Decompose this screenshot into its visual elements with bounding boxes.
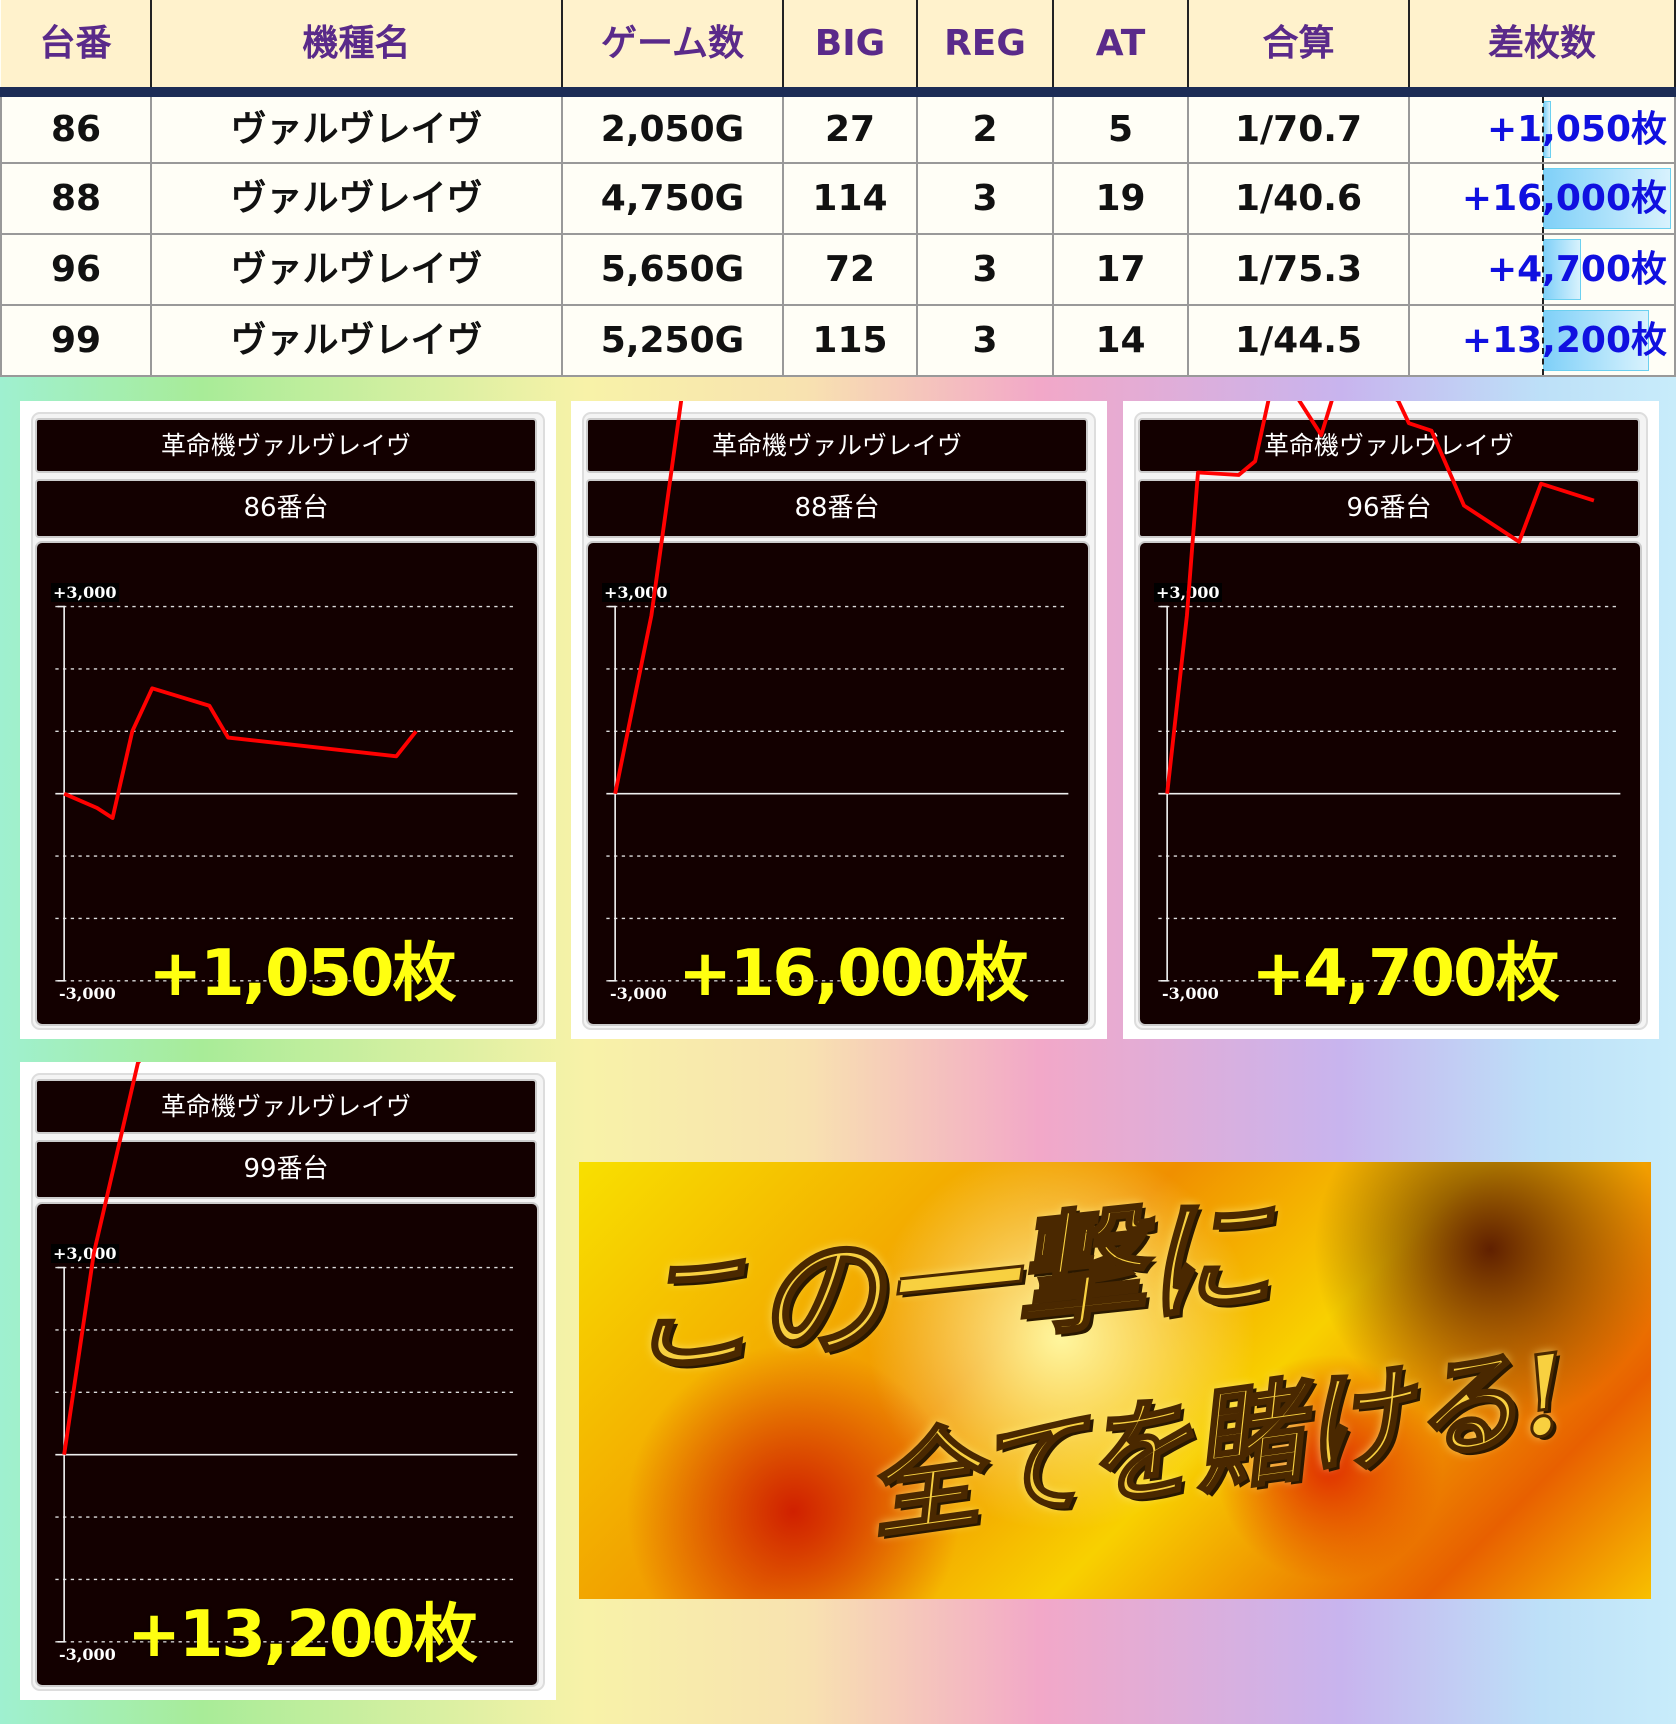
cell-diff: +13,200枚 [1408, 304, 1676, 377]
cell-games: 5,250G [561, 304, 784, 377]
cell-reg: 2 [916, 91, 1054, 164]
diff-data-bar [1543, 239, 1581, 300]
header-at: AT [1053, 0, 1189, 97]
graph-plot [606, 401, 1069, 982]
coin-difference-line [613, 401, 684, 795]
coin-difference-line [63, 686, 418, 820]
coin-difference-line [1165, 401, 1595, 794]
header-reg: REG [917, 0, 1054, 97]
y-tick-bottom: -3,000 [59, 1645, 116, 1664]
header-games: ゲーム数 [562, 0, 784, 97]
cell-no: 86 [0, 91, 152, 164]
cell-no: 88 [0, 162, 152, 235]
y-tick-top: +3,000 [51, 583, 119, 602]
slump-graph-card: 革命機ヴァルヴレイヴ 99番台 +3,000 -3,000 +13,200枚 [20, 1062, 556, 1700]
cell-at: 17 [1052, 233, 1189, 306]
header-model-name: 機種名 [151, 0, 563, 97]
result-coins: +1,050枚 [148, 937, 456, 1011]
axis-divider [1542, 97, 1544, 162]
cell-at: 5 [1052, 91, 1189, 164]
cell-no: 96 [0, 233, 152, 306]
diff-value: +16,000枚 [1461, 177, 1667, 219]
diff-data-bar [1543, 168, 1671, 229]
table-row: 88 ヴァルヴレイヴ 4,750G 114 3 19 1/40.6 +16,000枚 [0, 162, 1676, 235]
cell-diff: +16,000枚 [1408, 162, 1676, 235]
cell-reg: 3 [916, 162, 1054, 235]
graph-title: 革命機ヴァルヴレイヴ [1138, 418, 1640, 473]
axis-divider [1542, 306, 1544, 375]
graph-title: 革命機ヴァルヴレイヴ [35, 418, 537, 473]
cell-big: 115 [782, 304, 918, 377]
banner-image: この一撃に 全てを賭ける! [579, 1162, 1651, 1599]
y-tick-top: +3,000 [51, 1244, 119, 1263]
cell-total: 1/40.6 [1187, 162, 1410, 235]
y-tick-bottom: -3,000 [610, 984, 667, 1003]
header-diff: 差枚数 [1409, 0, 1676, 97]
coin-difference-line [62, 1062, 142, 1455]
y-tick-bottom: -3,000 [1162, 984, 1219, 1003]
cell-games: 5,650G [561, 233, 784, 306]
table-row: 86 ヴァルヴレイヴ 2,050G 27 2 5 1/70.7 +1,050枚 [0, 91, 1676, 164]
graph-plot [55, 605, 518, 982]
diff-value: +4,700枚 [1486, 248, 1667, 290]
cell-games: 2,050G [561, 91, 784, 164]
graph-title: 革命機ヴァルヴレイヴ [35, 1079, 537, 1134]
cell-reg: 3 [916, 233, 1054, 306]
result-coins: +4,700枚 [1251, 937, 1559, 1011]
banner-text-line1: この一撃に [615, 1175, 1280, 1398]
cell-name: ヴァルヴレイヴ [150, 304, 563, 377]
cell-name: ヴァルヴレイヴ [150, 233, 563, 306]
cell-at: 19 [1052, 162, 1189, 235]
result-coins: +16,000枚 [678, 937, 1029, 1011]
header-total: 合算 [1188, 0, 1410, 97]
cell-games: 4,750G [561, 162, 784, 235]
cell-big: 114 [782, 162, 918, 235]
graph-title: 革命機ヴァルヴレイヴ [586, 418, 1088, 473]
graph-panel [1138, 541, 1642, 1026]
cell-total: 1/70.7 [1187, 91, 1410, 164]
cell-reg: 3 [916, 304, 1054, 377]
cell-total: 1/44.5 [1187, 304, 1410, 377]
axis-divider [1542, 235, 1544, 304]
cell-diff: +1,050枚 [1408, 91, 1676, 164]
cell-big: 72 [782, 233, 918, 306]
cell-big: 27 [782, 91, 918, 164]
cell-at: 14 [1052, 304, 1189, 377]
y-tick-bottom: -3,000 [59, 984, 116, 1003]
slump-graph-card: 革命機ヴァルヴレイヴ 88番台 +3,000 -3,000 +16,000枚 [571, 401, 1107, 1039]
graph-panel [35, 1202, 539, 1687]
banner-text-line2: 全てを賭ける! [858, 1327, 1578, 1556]
diff-value: +1,050枚 [1486, 108, 1667, 150]
table-header-row: 台番 機種名 ゲーム数 BIG REG AT 合算 差枚数 [1, 0, 1676, 97]
slump-graph-card: 革命機ヴァルヴレイヴ 96番台 +3,000 -3,000 +4,700枚 [1123, 401, 1659, 1039]
cell-name: ヴァルヴレイヴ [150, 91, 563, 164]
cell-name: ヴァルヴレイヴ [150, 162, 563, 235]
cell-diff: +4,700枚 [1408, 233, 1676, 306]
diff-value: +13,200枚 [1461, 319, 1667, 361]
graph-machine-number: 86番台 [35, 479, 537, 538]
cell-total: 1/75.3 [1187, 233, 1410, 306]
graph-plot [1158, 401, 1621, 982]
result-coins: +13,200枚 [127, 1598, 478, 1672]
header-big: BIG [783, 0, 918, 97]
graph-panel [586, 541, 1090, 1026]
graph-plot [55, 1062, 518, 1643]
header-machine-no: 台番 [1, 0, 152, 97]
cell-no: 99 [0, 304, 152, 377]
axis-divider [1542, 164, 1544, 233]
results-table: 台番 機種名 ゲーム数 BIG REG AT 合算 差枚数 86 ヴァルヴレイヴ 2… [0, 0, 1676, 377]
table-row: 96 ヴァルヴレイヴ 5,650G 72 3 17 1/75.3 +4,700枚 [0, 233, 1676, 306]
graph-machine-number: 99番台 [35, 1140, 537, 1199]
slump-graph-card: 革命機ヴァルヴレイヴ 86番台 +3,000 -3,000 +1,050枚 [20, 401, 556, 1039]
table-row: 99 ヴァルヴレイヴ 5,250G 115 3 14 1/44.5 +13,200枚 [0, 304, 1676, 377]
diff-data-bar [1543, 310, 1649, 371]
